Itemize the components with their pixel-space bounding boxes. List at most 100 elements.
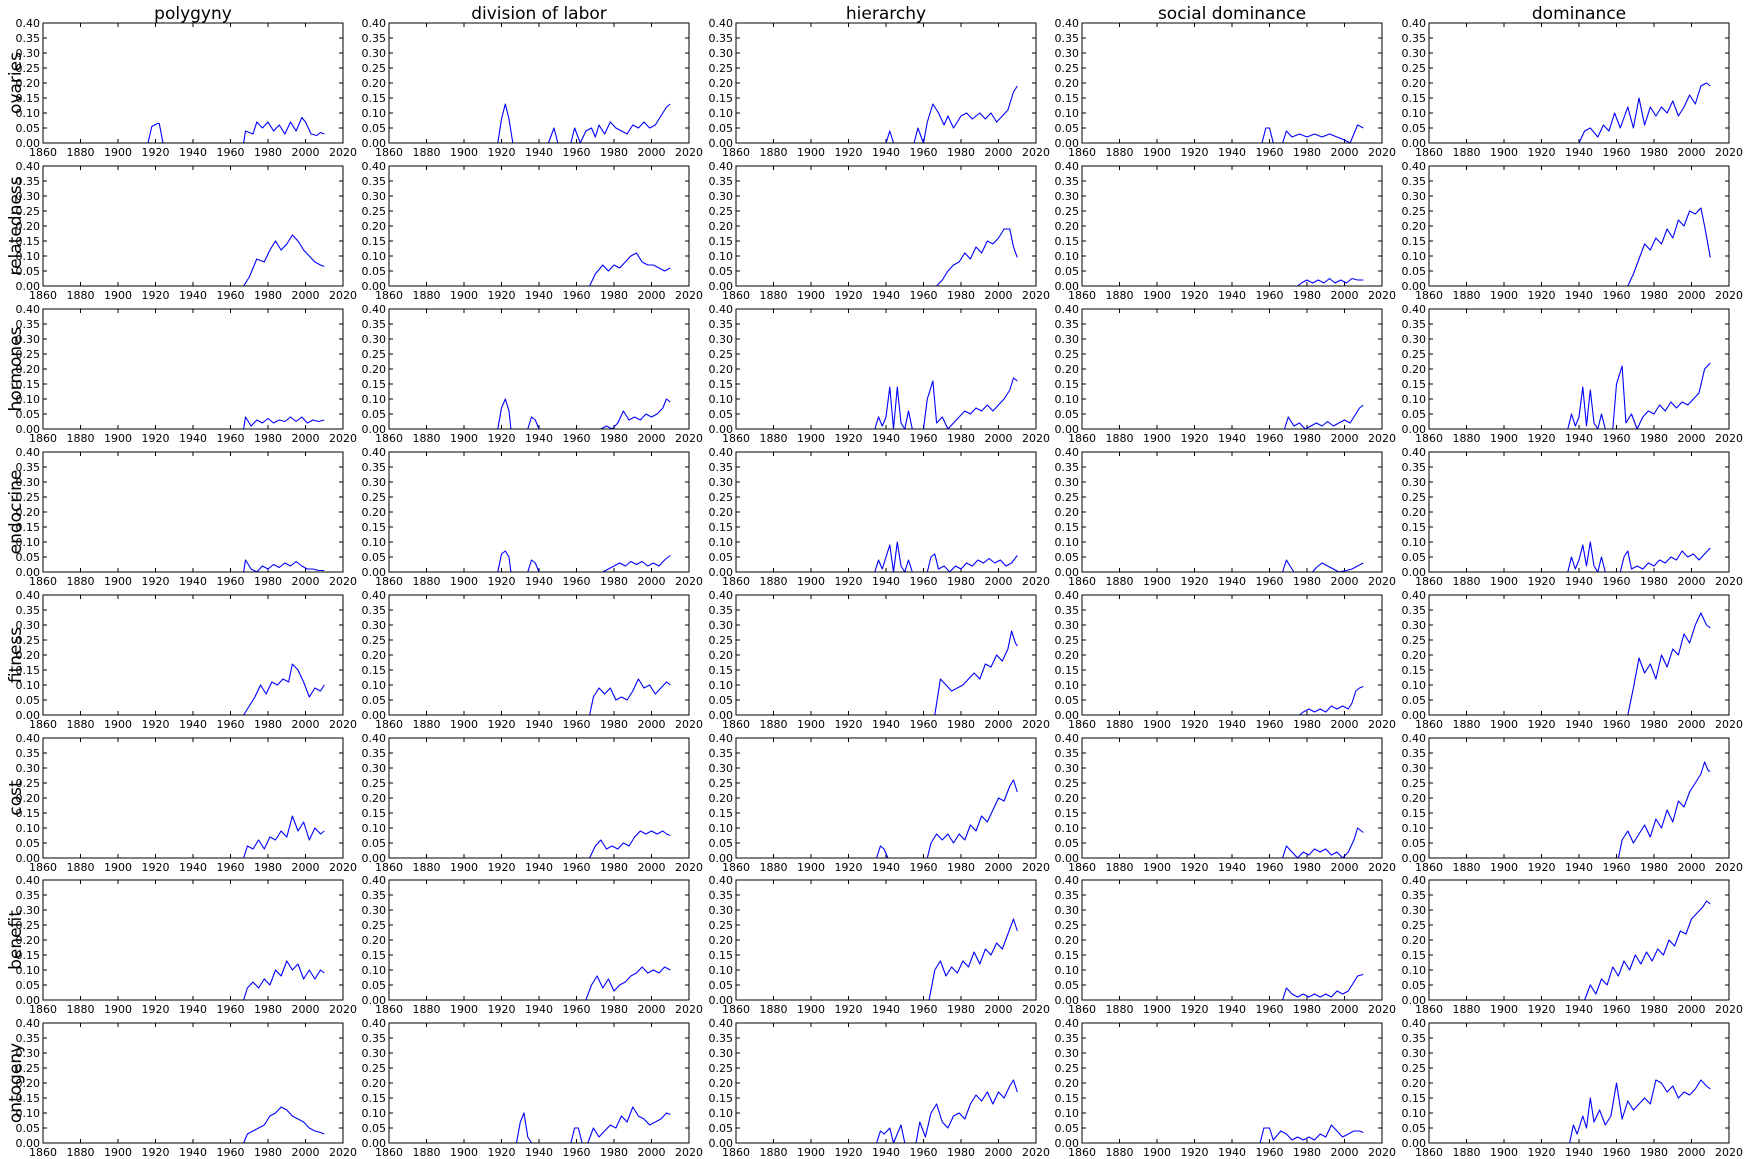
y-tick-label: 0.05 [1402, 1122, 1427, 1135]
y-tick-label: 0.25 [362, 348, 387, 361]
x-tick-label: 1960 [910, 432, 938, 445]
y-tick-label: 0.15 [1402, 521, 1427, 534]
x-tick-label: 1940 [179, 718, 207, 731]
x-tick-label: 1900 [450, 1146, 478, 1159]
plot-frame [735, 879, 1037, 1001]
x-tick-label: 2020 [1368, 432, 1396, 445]
plot-frame [735, 594, 1037, 716]
plot-frame [735, 22, 1037, 144]
plot-frame [1081, 451, 1383, 573]
y-tick-label: 0.30 [709, 1047, 734, 1060]
y-tick-label: 0.10 [1055, 393, 1080, 406]
x-tick-label: 1920 [1181, 1003, 1209, 1016]
y-tick-label: 0.30 [1402, 762, 1427, 775]
x-tick-label: 1860 [1415, 718, 1443, 731]
subplot: 0.00 0.05 0.10 0.15 0.20 0.25 0.30 0.35 0.40 1860… [1402, 874, 1744, 1016]
y-tick-label: 0.10 [1055, 1107, 1080, 1120]
x-tick-label: 1980 [1640, 718, 1668, 731]
x-tick-label: 2020 [329, 146, 357, 159]
y-tick-label: 0.30 [16, 762, 41, 775]
x-tick-label: 1940 [1218, 575, 1246, 588]
x-tick-label: 1920 [1528, 575, 1556, 588]
series-line [400, 678, 671, 716]
y-tick-label: 0.15 [1402, 664, 1427, 677]
y-tick-label: 0.20 [1055, 649, 1080, 662]
x-tick-label: 2020 [1022, 1146, 1050, 1159]
x-tick-label: 1980 [600, 575, 628, 588]
x-tick-label: 1860 [29, 146, 57, 159]
series-line [1440, 900, 1711, 1001]
x-tick-label: 1960 [910, 146, 938, 159]
x-tick-label: 1920 [488, 1146, 516, 1159]
y-tick-label: 0.05 [16, 837, 41, 850]
x-tick-label: 1940 [179, 1146, 207, 1159]
y-tick-label: 0.25 [16, 348, 41, 361]
y-tick-label: 0.35 [362, 461, 387, 474]
x-tick-label: 1900 [797, 575, 825, 588]
x-tick-label: 1980 [600, 432, 628, 445]
y-tick-label: 0.15 [16, 378, 41, 391]
x-tick-label: 1920 [488, 861, 516, 874]
y-tick-label: 0.20 [362, 792, 387, 805]
x-tick-label: 1960 [563, 432, 591, 445]
subplot: 0.00 0.05 0.10 0.15 0.20 0.25 0.30 0.35 0.40 1860… [709, 160, 1051, 302]
x-tick-label: 1980 [254, 289, 282, 302]
x-tick-label: 2000 [638, 861, 666, 874]
y-tick-label: 0.40 [362, 160, 387, 173]
subplot: 0.00 0.05 0.10 0.15 0.20 0.25 0.30 0.35 0.40 1860… [16, 446, 358, 588]
series-line [1093, 1124, 1364, 1144]
x-tick-label: 1860 [1415, 861, 1443, 874]
x-tick-label: 2020 [1715, 861, 1743, 874]
y-tick-label: 0.40 [16, 732, 41, 745]
x-tick-label: 2000 [1331, 1146, 1359, 1159]
x-tick-label: 1960 [910, 861, 938, 874]
x-tick-label: 1880 [413, 718, 441, 731]
series-line [1093, 685, 1364, 716]
x-tick-label: 1900 [450, 432, 478, 445]
x-tick-label: 2000 [292, 575, 320, 588]
y-tick-label: 0.00 [1402, 1137, 1427, 1150]
y-tick-label: 0.25 [1055, 348, 1080, 361]
y-tick-label: 0.15 [1055, 521, 1080, 534]
x-tick-label: 2020 [329, 718, 357, 731]
x-tick-label: 1860 [1068, 861, 1096, 874]
x-tick-label: 1860 [1068, 432, 1096, 445]
y-tick-label: 0.30 [16, 476, 41, 489]
series-line [1093, 827, 1364, 859]
x-tick-label: 2000 [1331, 718, 1359, 731]
x-tick-label: 1900 [1490, 432, 1518, 445]
x-tick-label: 1940 [1218, 146, 1246, 159]
y-tick-label: 0.15 [709, 521, 734, 534]
y-tick-label: 0.15 [1055, 92, 1080, 105]
plot-frame [1428, 308, 1730, 430]
x-tick-label: 1860 [29, 289, 57, 302]
y-tick-label: 0.30 [1055, 333, 1080, 346]
x-tick-label: 1880 [760, 289, 788, 302]
y-tick-label: 0.25 [362, 919, 387, 932]
y-tick-label: 0.20 [1402, 506, 1427, 519]
y-tick-label: 0.10 [1402, 822, 1427, 835]
subplot: 0.00 0.05 0.10 0.15 0.20 0.25 0.30 0.35 0.40 1860… [709, 874, 1051, 1016]
y-tick-label: 0.30 [362, 476, 387, 489]
subplot: 0.00 0.05 0.10 0.15 0.20 0.25 0.30 0.35 0.40 1860… [1055, 160, 1397, 302]
x-tick-label: 2000 [292, 1146, 320, 1159]
x-tick-label: 1860 [1415, 575, 1443, 588]
y-tick-label: 0.10 [1402, 1107, 1427, 1120]
y-tick-label: 0.40 [1402, 303, 1427, 316]
x-tick-label: 1960 [1603, 861, 1631, 874]
x-tick-label: 1880 [760, 1146, 788, 1159]
x-tick-label: 1880 [1106, 575, 1134, 588]
series-line [400, 103, 671, 144]
y-tick-label: 0.15 [16, 664, 41, 677]
x-tick-label: 1860 [375, 718, 403, 731]
x-tick-label: 2020 [1368, 861, 1396, 874]
x-tick-label: 2020 [329, 1003, 357, 1016]
x-tick-label: 1920 [488, 1003, 516, 1016]
y-tick-label: 0.00 [1055, 566, 1080, 579]
y-tick-label: 0.40 [1402, 446, 1427, 459]
y-tick-label: 0.30 [1402, 47, 1427, 60]
x-tick-label: 1960 [1256, 432, 1284, 445]
x-tick-label: 1920 [1528, 289, 1556, 302]
x-tick-label: 2000 [985, 146, 1013, 159]
x-tick-label: 1940 [525, 575, 553, 588]
